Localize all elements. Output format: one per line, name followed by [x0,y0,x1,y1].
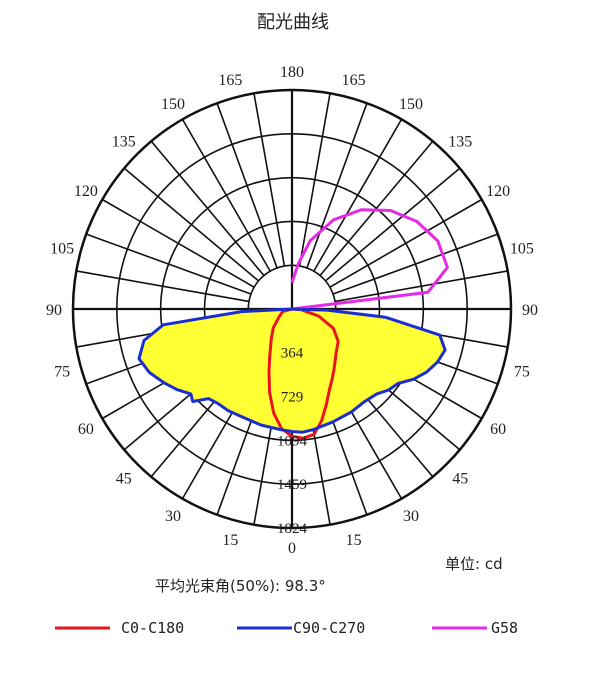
grid-spoke-200 [216,102,278,269]
unit-label: 单位: cd [445,555,503,573]
radial-tick-1459: 1459 [277,477,307,493]
legend-label-g58: G58 [491,619,518,637]
filled-intensity-region [139,309,446,433]
filled-region-c90-c270 [139,309,446,433]
grid-spoke-160 [306,102,368,269]
angle-label-left-60: 60 [78,421,94,438]
grid-spoke-150 [313,118,403,272]
angle-label-right-90: 90 [522,302,538,319]
angle-label-left-165: 165 [218,72,242,89]
angle-label-right-105: 105 [510,240,534,257]
grid-spoke-190 [253,93,286,267]
angle-label-left-90: 90 [46,302,62,319]
radial-tick-729: 729 [281,390,304,406]
angle-label-left-45: 45 [116,470,132,487]
legend-label-c0-c180: C0-C180 [121,619,184,637]
angle-label-right-135: 135 [448,134,472,151]
radial-tick-1824: 1824 [277,521,308,537]
grid-spoke-110 [332,233,499,295]
grid-spoke-250 [85,233,252,295]
angle-label-right-120: 120 [486,183,510,200]
grid-spoke-230 [123,167,260,282]
radial-tick-labels: 364 729 1094 1459 1824 [277,346,308,537]
angle-label-left-120: 120 [74,183,98,200]
angle-label-left-105: 105 [50,240,74,257]
grid-spoke-100 [334,270,508,303]
angle-label-right-60: 60 [490,421,506,438]
angle-label-right-45: 45 [452,470,468,487]
angle-label-left-75: 75 [54,364,70,381]
legend: C0-C180 C90-C270 G58 [55,619,518,637]
grid-spoke-220 [150,140,265,277]
grid-spoke-260 [76,270,250,303]
legend-label-c90-c270: C90-C270 [293,619,365,637]
grid-spoke-140 [319,140,434,277]
grid-spoke-210 [181,118,271,272]
grid-spoke-240 [101,198,255,288]
angle-label-left-15: 15 [222,532,238,549]
angle-label-left-180: 180 [280,64,304,81]
chart-title: 配光曲线 [257,12,329,33]
angle-label-right-15: 15 [346,532,362,549]
radial-tick-1094: 1094 [277,433,308,449]
curve-c0-c180 [267,307,340,440]
beam-angle-label: 平均光束角(50%): 98.3° [155,577,326,595]
curve-c90-c270 [137,307,447,434]
angle-label-right-165: 165 [342,72,366,89]
intensity-curves [137,208,449,440]
grid-spoke-170 [298,93,331,267]
grid-spoke-120 [329,198,483,288]
angle-label-right-30: 30 [403,508,419,525]
grid-spoke-130 [324,167,461,282]
angle-label-left-30: 30 [165,508,181,525]
angle-label-right-150: 150 [399,96,423,113]
angle-label-left-135: 135 [112,134,136,151]
angle-label-right-75: 75 [514,364,530,381]
radial-tick-364: 364 [281,346,304,362]
angle-label-left-0: 0 [288,540,296,557]
angle-label-left-150: 150 [161,96,185,113]
curve-g58 [290,208,449,311]
angle-labels: 0 15 30 45 60 75 90 105 120 135 150 165 180 15 30 45 60 7… [46,64,538,557]
